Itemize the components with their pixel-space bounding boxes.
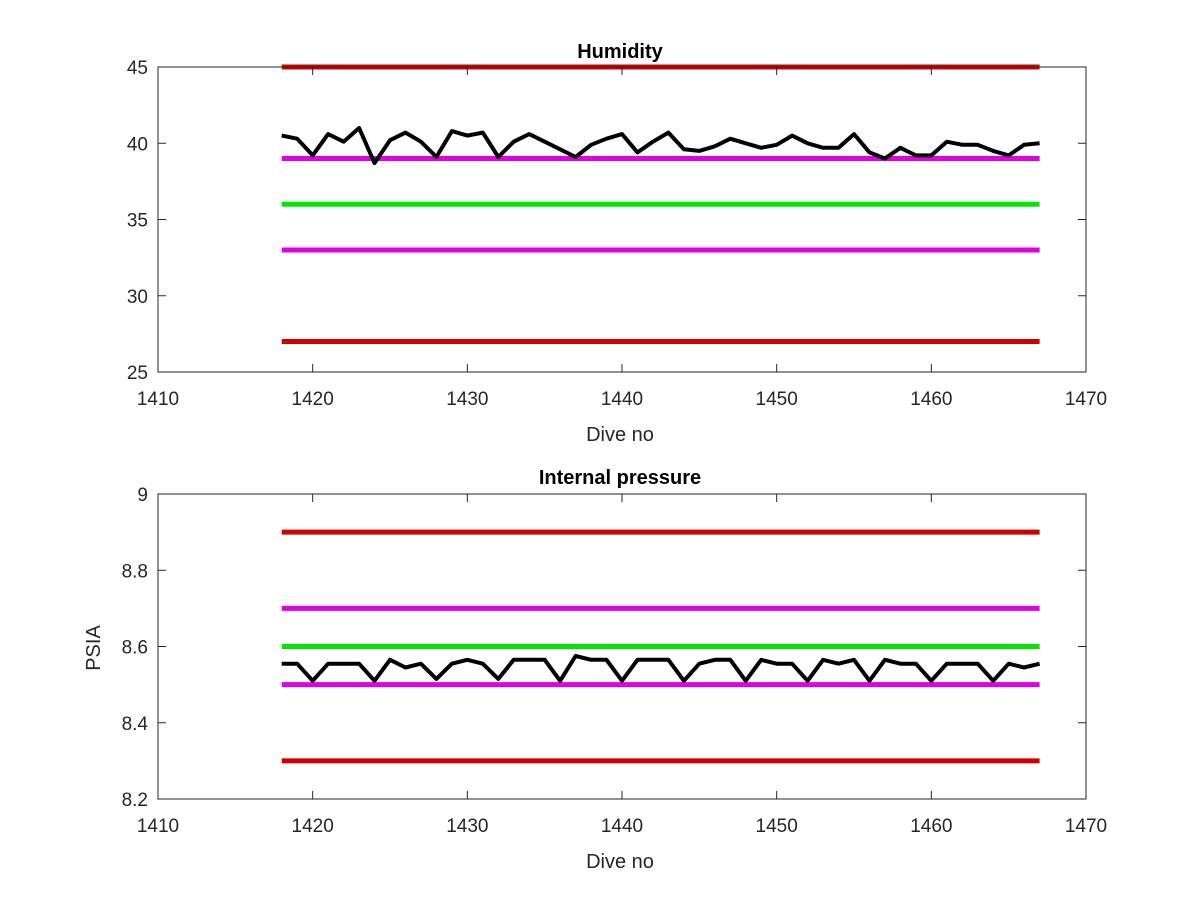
x-tick-label: 1450 — [756, 389, 798, 410]
x-tick-label: 1410 — [137, 389, 179, 410]
x-tick-label: 1470 — [1065, 816, 1107, 837]
y-axis-label: PSIA — [83, 625, 105, 671]
x-axis-label: Dive no — [586, 851, 654, 873]
y-tick-label: 9 — [137, 485, 148, 506]
chart-title: Internal pressure — [539, 467, 701, 489]
y-tick-label: 8.6 — [122, 638, 148, 659]
chart-title: Humidity — [577, 41, 663, 63]
x-tick-label: 1440 — [601, 816, 643, 837]
x-tick-label: 1420 — [292, 389, 334, 410]
y-tick-label: 8.4 — [122, 714, 149, 735]
series-line-0 — [281, 126, 1040, 166]
humidity-chart: Humidity Dive no 1410 1420 1430 1440 1450 146… — [127, 41, 1107, 446]
y-tick-label: 35 — [127, 211, 148, 232]
y-tick-label: 40 — [127, 134, 148, 155]
internal-pressure-chart: Internal pressure Dive no PSIA 1410 1420 1… — [83, 467, 1107, 873]
x-tick-label: 1430 — [446, 389, 488, 410]
x-tick-label: 1470 — [1065, 389, 1107, 410]
y-tick-label: 8.8 — [122, 561, 148, 582]
x-tick-label: 1430 — [446, 816, 488, 837]
y-tick-label: 45 — [127, 58, 148, 79]
x-tick-label: 1450 — [756, 816, 798, 837]
y-tick-label: 8.2 — [122, 790, 148, 811]
x-tick-label: 1460 — [910, 389, 952, 410]
x-tick-label: 1440 — [601, 389, 643, 410]
x-tick-label: 1410 — [137, 816, 179, 837]
x-axis-label: Dive no — [586, 424, 654, 446]
series-line-0 — [281, 654, 1041, 683]
x-tick-label: 1460 — [910, 816, 952, 837]
x-tick-label: 1420 — [292, 816, 334, 837]
y-tick-label: 25 — [127, 363, 148, 384]
y-tick-label: 30 — [127, 287, 148, 308]
